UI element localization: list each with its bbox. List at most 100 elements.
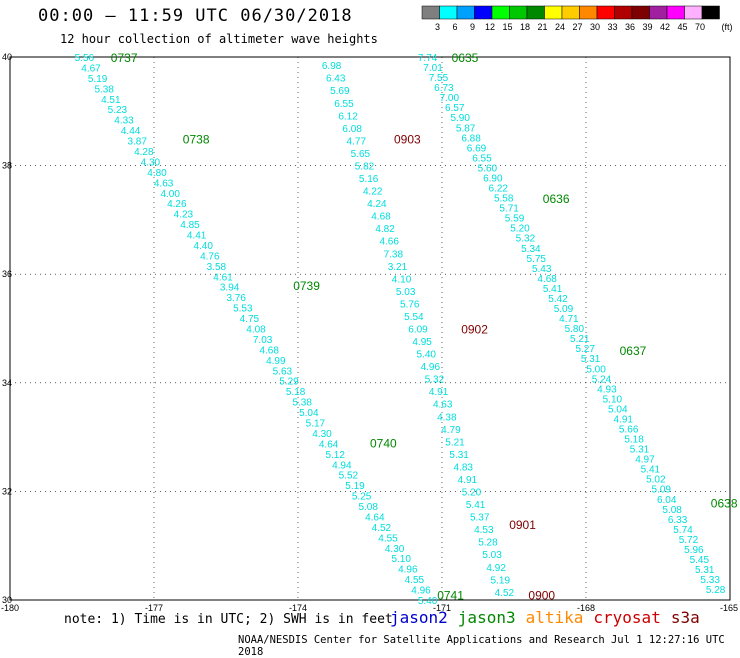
wave-height-point: 5.21 [445,437,465,448]
plot-frame [9,56,731,601]
wave-height-point: 5.76 [400,299,420,310]
scale-label: 45 [677,22,687,32]
y-tick-label: 32 [2,486,12,496]
wave-height-point: 4.97 [635,455,655,466]
wave-height-point: 5.10 [603,394,623,405]
sat-altika: altika [525,608,584,627]
wave-height-point: 5.03 [482,550,502,561]
scale-swatch [456,5,475,20]
scale-swatch [614,5,633,20]
scale-label: 9 [470,22,475,32]
wave-height-point: 7.00 [440,93,460,104]
wave-height-point: 5.32 [516,234,536,245]
wave-height-point: 5.19 [88,74,108,85]
wave-height-point: 4.68 [259,345,279,356]
scale-swatch [701,5,720,20]
wave-height-point: 4.68 [371,212,391,223]
wave-height-point: 4.96 [421,362,441,373]
wave-height-point: 4.30 [312,429,332,440]
scale-swatch [666,5,685,20]
scale-swatch [439,5,458,20]
time-label: 0903 [394,132,421,146]
wave-height-point: 4.95 [412,337,432,348]
x-tick-label: -171 [433,603,451,613]
time-label: 0738 [183,132,210,146]
wave-height-point: 7.38 [384,249,404,260]
chart-title: 00:00 – 11:59 UTC 06/30/2018 [38,6,353,26]
scale-label: 24 [555,22,565,32]
wave-height-point: 5.41 [543,284,563,295]
wave-height-point: 4.96 [398,565,418,576]
wave-height-point: 5.00 [586,364,606,375]
wave-height-values: 5.564.675.195.384.515.234.334.443.874.28… [75,53,726,607]
wave-height-point: 5.09 [554,304,574,315]
time-label: 0636 [543,192,570,206]
scale-swatch [684,5,703,20]
scale-label: 12 [485,22,495,32]
wave-height-point: 6.12 [338,111,358,122]
wave-height-point: 4.63 [433,400,453,411]
wave-height-point: 5.21 [570,334,590,345]
wave-height-point: 4.61 [213,272,233,283]
time-label: 0900 [528,589,555,603]
wave-height-point: 5.38 [292,398,312,409]
wave-height-point: 5.31 [630,445,650,456]
wave-height-point: 5.17 [306,418,326,429]
color-scale-legend: 3 6 9 12 15 18 21 24 27 30 33 36 39 42 45 70 (ft) [421,5,733,32]
x-tick-label: -174 [289,603,307,613]
wave-height-point: 6.43 [326,74,346,85]
wave-height-point: 4.63 [154,178,174,189]
scale-swatch [526,5,545,20]
scale-label: 3 [435,22,440,32]
wave-height-point: 4.51 [101,95,121,106]
y-tick-label: 36 [2,269,12,279]
wave-height-point: 5.31 [581,354,601,365]
sat-jason2: jason2 [390,608,448,627]
time-label: 0739 [293,279,320,293]
scale-label: 39 [642,22,652,32]
wave-height-point: 4.30 [385,544,405,555]
wave-height-point: 4.26 [167,199,187,210]
scale-label: 15 [502,22,512,32]
wave-height-point: 4.68 [537,274,557,285]
footer-note: note: 1) Time is in UTC; 2) SWH is in fe… [64,612,393,627]
wave-height-point: 6.04 [657,495,677,506]
wave-height-point: 4.44 [121,126,141,137]
wave-height-point: 4.76 [200,251,220,262]
time-label: 0902 [461,323,488,337]
wave-height-point: 4.33 [114,116,134,127]
wave-height-point: 6.09 [408,325,428,336]
wave-height-point: 5.19 [491,575,511,586]
wave-height-point: 5.18 [624,435,644,446]
wave-height-point: 5.02 [646,475,666,486]
wave-height-point: 3.21 [388,262,408,273]
scale-swatch [544,5,563,20]
scale-label: 30 [590,22,600,32]
wave-height-point: 5.23 [108,105,128,116]
scale-label: 36 [625,22,635,32]
wave-height-point: 5.71 [499,204,519,215]
x-tick-label: -168 [577,603,595,613]
wave-height-point: 5.28 [478,538,498,549]
scale-swatch [561,5,580,20]
wave-height-point: 5.08 [358,502,378,513]
wave-height-point: 4.99 [266,356,286,367]
wave-height-point: 6.55 [472,153,492,164]
wave-height-point: 5.31 [695,565,715,576]
wave-height-point: 4.75 [240,314,260,325]
wave-height-point: 4.71 [559,314,579,325]
wave-height-point: 7.74 [418,53,438,64]
sat-jason3: jason3 [457,608,516,627]
wave-height-point: 5.38 [94,84,114,95]
wave-height-point: 7.03 [253,335,273,346]
wave-height-point: 5.09 [652,485,672,496]
wave-height-point: 6.22 [489,184,509,195]
wave-height-point: 5.58 [494,194,514,205]
scale-swatch [509,5,528,20]
grid [10,57,730,600]
wave-height-point: 5.10 [391,554,411,565]
wave-height-point: 5.96 [684,545,704,556]
wave-height-point: 4.23 [174,210,194,221]
wave-height-point: 4.79 [441,425,461,436]
scale-swatch [649,5,668,20]
